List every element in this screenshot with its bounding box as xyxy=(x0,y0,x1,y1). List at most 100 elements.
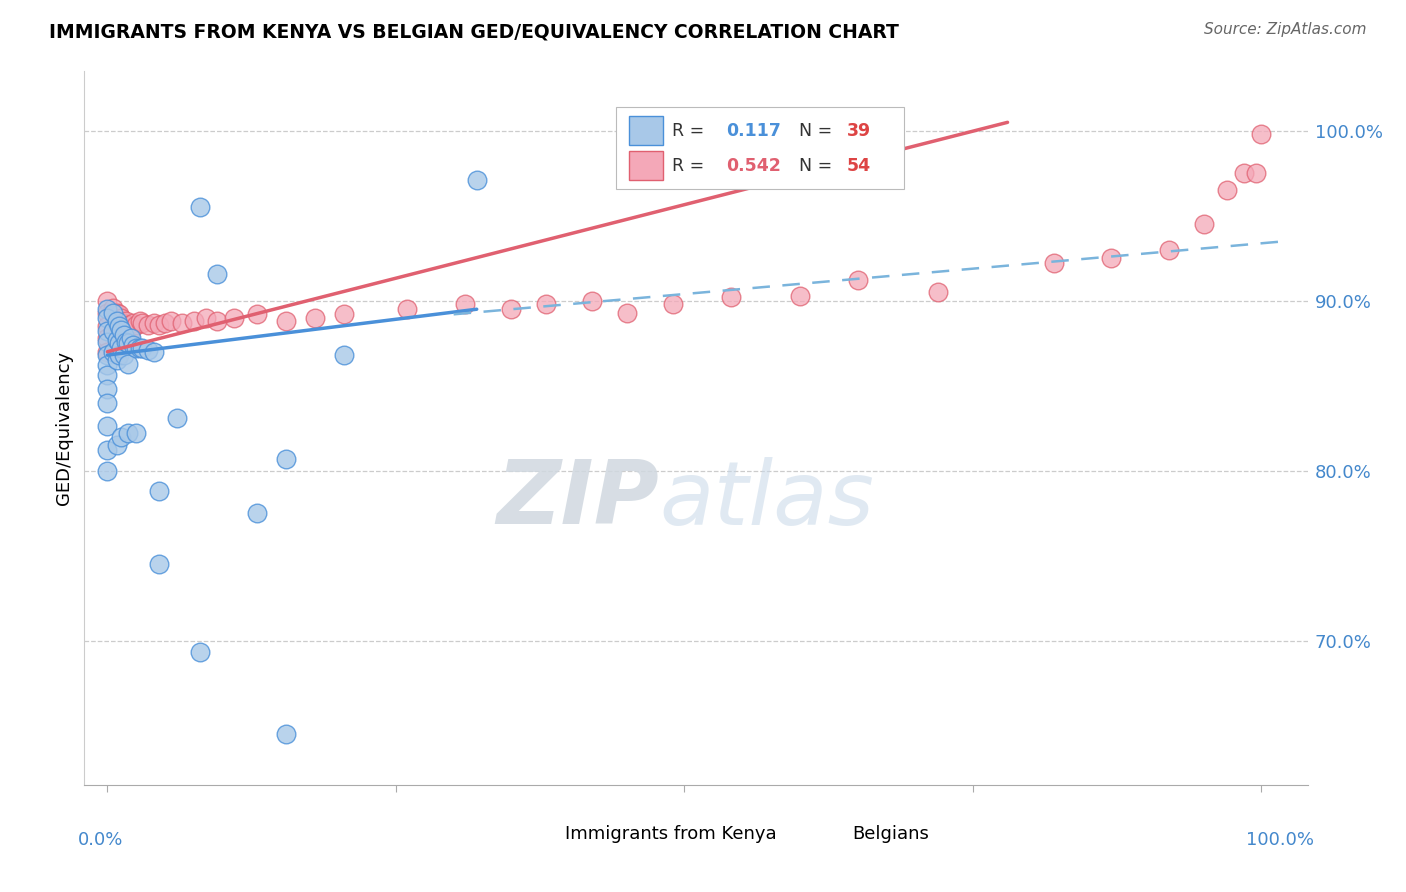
Point xyxy=(846,273,869,287)
Point xyxy=(105,353,128,368)
Point xyxy=(110,310,132,325)
Point xyxy=(1233,166,1256,180)
Point xyxy=(581,293,603,308)
Text: 39: 39 xyxy=(846,121,870,139)
Text: 54: 54 xyxy=(846,157,870,175)
Point xyxy=(112,327,135,342)
Point xyxy=(112,316,135,330)
Point xyxy=(96,310,118,325)
Point xyxy=(224,310,246,325)
Point xyxy=(142,344,165,359)
Text: atlas: atlas xyxy=(659,457,875,542)
Point xyxy=(188,645,211,659)
Point xyxy=(108,336,131,351)
Point xyxy=(96,302,118,317)
Point xyxy=(96,305,118,319)
Point xyxy=(1244,166,1267,180)
Point xyxy=(96,368,118,383)
Text: R =: R = xyxy=(672,121,714,139)
FancyBboxPatch shape xyxy=(806,821,842,847)
Point xyxy=(96,348,118,362)
FancyBboxPatch shape xyxy=(616,107,904,189)
Point xyxy=(142,316,165,330)
Point xyxy=(103,344,125,359)
Point xyxy=(96,324,118,338)
Point xyxy=(121,316,143,330)
Text: N =: N = xyxy=(787,157,838,175)
Point xyxy=(105,314,128,328)
Text: Belgians: Belgians xyxy=(852,825,929,843)
Point xyxy=(96,395,118,409)
Point xyxy=(117,318,139,332)
Point xyxy=(454,297,477,311)
Point xyxy=(183,314,205,328)
Text: ZIP: ZIP xyxy=(496,456,659,543)
Point xyxy=(96,443,118,458)
Point xyxy=(108,348,131,362)
Point xyxy=(96,382,118,396)
Point xyxy=(927,285,949,300)
Text: 0.0%: 0.0% xyxy=(79,831,124,849)
Point xyxy=(105,305,128,319)
Text: IMMIGRANTS FROM KENYA VS BELGIAN GED/EQUIVALENCY CORRELATION CHART: IMMIGRANTS FROM KENYA VS BELGIAN GED/EQU… xyxy=(49,22,898,41)
FancyBboxPatch shape xyxy=(628,116,664,145)
Point xyxy=(110,341,132,355)
Point xyxy=(121,338,143,352)
Point xyxy=(246,307,269,321)
Point xyxy=(96,293,118,308)
Point xyxy=(160,314,183,328)
FancyBboxPatch shape xyxy=(519,821,555,847)
Point xyxy=(465,173,488,187)
Point xyxy=(105,438,128,452)
Point xyxy=(96,344,118,359)
Text: 100.0%: 100.0% xyxy=(1246,831,1313,849)
Y-axis label: GED/Equivalency: GED/Equivalency xyxy=(55,351,73,505)
Point xyxy=(153,316,176,330)
Text: Immigrants from Kenya: Immigrants from Kenya xyxy=(565,825,776,843)
Point xyxy=(333,307,356,321)
Point xyxy=(105,333,128,347)
Point xyxy=(110,323,132,337)
Text: N =: N = xyxy=(787,121,838,139)
Point xyxy=(96,419,118,434)
Point xyxy=(96,464,118,478)
Point xyxy=(115,334,138,349)
Point xyxy=(534,297,557,311)
Point xyxy=(120,324,142,338)
Point xyxy=(148,483,170,498)
Point xyxy=(1099,252,1122,266)
Point xyxy=(108,307,131,321)
Point xyxy=(96,334,118,349)
Point xyxy=(103,324,125,338)
Point xyxy=(128,314,150,328)
Point xyxy=(1159,243,1181,257)
Point xyxy=(136,343,159,357)
Point xyxy=(148,318,170,332)
Point xyxy=(276,451,298,466)
Point xyxy=(110,430,132,444)
Point xyxy=(188,200,211,214)
Point xyxy=(148,557,170,571)
Point xyxy=(136,318,159,332)
Point xyxy=(1216,183,1239,197)
Point xyxy=(125,426,148,441)
Point xyxy=(117,336,139,351)
Point xyxy=(1250,127,1272,141)
Point xyxy=(131,341,153,355)
Point xyxy=(96,319,118,334)
FancyBboxPatch shape xyxy=(628,152,664,180)
Text: 0.117: 0.117 xyxy=(727,121,782,139)
Text: R =: R = xyxy=(672,157,709,175)
Point xyxy=(276,727,298,741)
Point xyxy=(117,426,139,441)
Point xyxy=(662,297,685,311)
Point xyxy=(789,288,811,302)
Point xyxy=(125,341,148,355)
Point xyxy=(120,331,142,345)
Point xyxy=(103,324,125,338)
Point xyxy=(112,348,135,362)
Point xyxy=(128,341,150,355)
Point xyxy=(396,302,419,317)
Point xyxy=(103,305,125,319)
Point xyxy=(246,506,269,520)
